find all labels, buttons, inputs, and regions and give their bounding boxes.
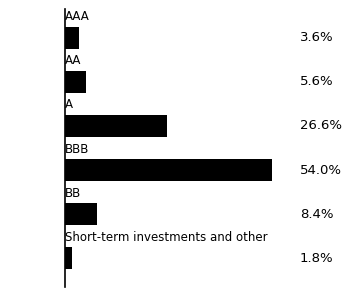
Text: AAA: AAA: [65, 10, 90, 23]
Text: 1.8%: 1.8%: [300, 252, 333, 265]
Bar: [65, 115, 167, 137]
Text: 5.6%: 5.6%: [300, 75, 333, 88]
Text: 3.6%: 3.6%: [300, 31, 333, 44]
Text: AA: AA: [65, 54, 81, 67]
Text: BBB: BBB: [65, 142, 89, 155]
Bar: [65, 71, 86, 93]
Bar: [65, 247, 72, 269]
Text: 26.6%: 26.6%: [300, 119, 342, 132]
Text: 54.0%: 54.0%: [300, 164, 342, 177]
Text: 8.4%: 8.4%: [300, 208, 333, 221]
Bar: [65, 159, 272, 181]
Text: Short-term investments and other: Short-term investments and other: [65, 231, 267, 244]
Text: A: A: [65, 98, 73, 111]
Bar: [65, 27, 78, 49]
Bar: [65, 203, 97, 225]
Text: BB: BB: [65, 187, 81, 200]
